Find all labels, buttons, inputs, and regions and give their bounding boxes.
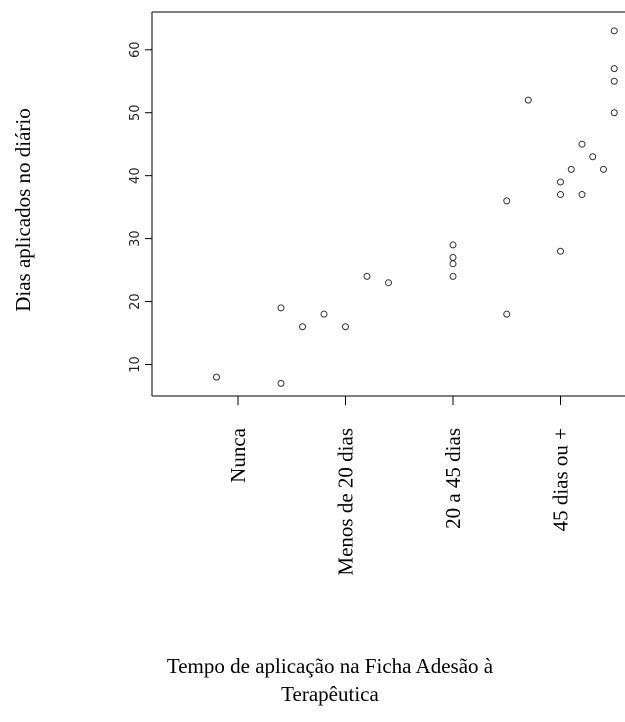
data-point [342,323,349,331]
data-point [503,310,511,318]
data-point [277,379,285,387]
x-tick-label: Nunca [226,427,250,482]
data-point [449,260,457,268]
data-point [503,197,511,205]
data-point [363,272,371,280]
data-point [610,109,618,117]
data-point [610,27,618,35]
x-axis-ticks: Nunca Menos de 20 dias 20 a 45 dias 45 dias… [226,396,573,576]
data-point [567,165,575,173]
x-axis-title: Tempo de aplicação na Ficha Adesão à Ter… [166,654,494,706]
data-point [557,247,564,255]
data-point [449,241,457,249]
x-tick-label: 45 dias ou + [549,428,573,531]
y-tick-label: 40 [128,167,143,184]
data-point [449,254,457,262]
y-tick-label: 30 [128,230,143,247]
x-tick-label: Menos de 20 dias [334,428,358,576]
data-point [600,165,607,173]
data-point [320,310,328,318]
data-point [524,96,532,104]
y-tick-label: 20 [128,293,143,310]
data-point [277,304,285,312]
y-tick-label: 10 [128,356,143,373]
data-point [610,77,618,85]
data-point [557,178,564,186]
data-point [213,373,220,381]
y-axis-ticks: 10 20 30 40 50 60 [128,41,152,373]
y-axis-title: Dias aplicados no diário [11,108,35,312]
y-tick-label: 50 [128,104,143,121]
axes [151,11,625,397]
data-point [578,191,586,199]
data-point [385,279,392,287]
data-point [557,191,564,199]
data-point [610,65,618,73]
data-point [589,153,597,161]
y-tick-label: 60 [128,41,143,58]
data-points [213,27,618,387]
data-point [578,140,586,148]
x-tick-label: 20 a 45 dias [441,428,465,529]
data-point [449,272,457,280]
data-point [299,323,306,331]
